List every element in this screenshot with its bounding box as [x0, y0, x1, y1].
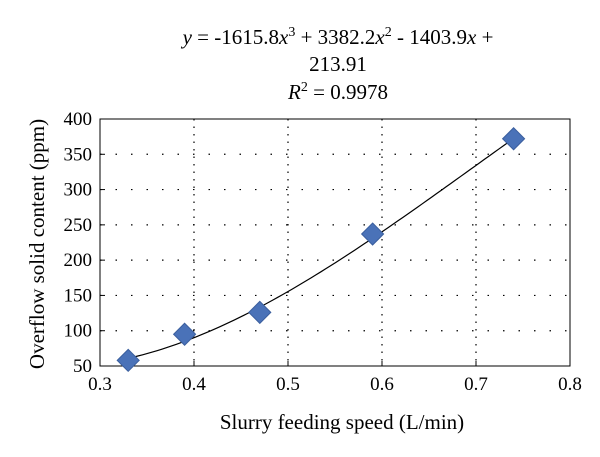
x-axis-ticks: 0.3 0.4 0.5 0.6 0.7 0.8: [88, 361, 582, 395]
y-tick-label: 250: [64, 215, 93, 236]
data-points: [116, 127, 526, 373]
y-tick-label: 100: [64, 321, 93, 342]
x-tick-label: 0.8: [558, 374, 582, 395]
equation-line-2: 213.91: [309, 52, 367, 76]
x-tick-label: 0.4: [182, 374, 206, 395]
y-tick-label: 50: [73, 356, 92, 377]
y-axis-ticks: 50 100 150 200 250 300 350 400: [64, 109, 105, 377]
x-tick-label: 0.5: [276, 374, 300, 395]
data-point-diamond: [360, 222, 385, 246]
data-point-diamond: [116, 348, 140, 373]
x-tick-label: 0.3: [88, 374, 112, 395]
y-tick-label: 300: [64, 180, 93, 201]
data-point-diamond: [248, 300, 272, 325]
y-tick-label: 200: [64, 250, 93, 271]
y-tick-label: 150: [64, 285, 93, 306]
y-axis-label: Overflow solid content (ppm): [25, 119, 49, 369]
data-point-diamond: [501, 127, 526, 151]
trendline: [128, 138, 514, 359]
x-tick-label: 0.7: [464, 374, 488, 395]
data-point-diamond: [172, 322, 197, 346]
r-squared-label: R2 = 0.9978: [287, 80, 388, 104]
x-axis-label: Slurry feeding speed (L/min): [220, 410, 464, 434]
plot-frame: [99, 118, 571, 367]
x-tick-label: 0.6: [370, 374, 394, 395]
grid: [100, 119, 570, 366]
y-tick-label: 400: [64, 109, 93, 130]
y-tick-label: 350: [64, 144, 93, 165]
equation-line-1: y = -1615.8x3 + 3382.2x2 - 1403.9x +: [181, 25, 494, 49]
